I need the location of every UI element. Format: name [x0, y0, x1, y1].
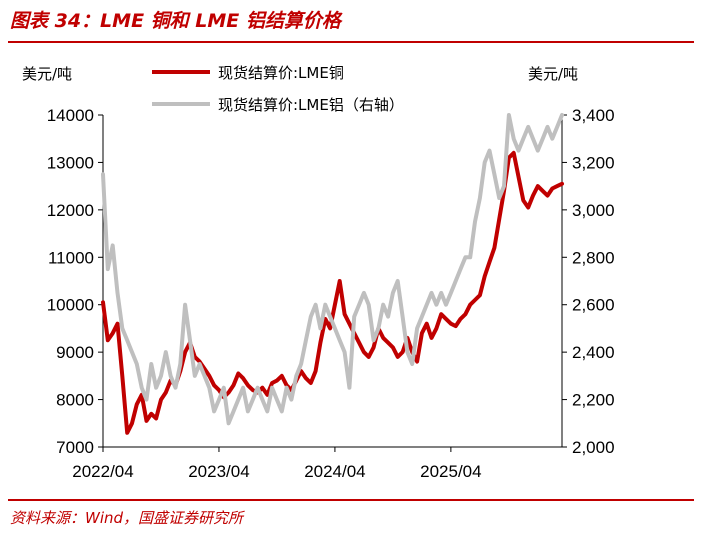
right-axis-unit: 美元/吨 — [528, 65, 578, 83]
right-tick-label: 2,200 — [572, 391, 615, 410]
left-tick-label: 11000 — [48, 248, 94, 267]
right-tick-label: 3,200 — [572, 153, 615, 172]
x-tick-label: 2024/04 — [304, 462, 365, 481]
left-axis-ticks: 7000 8000 9000 10000 11000 12000 13000 14000 — [47, 106, 103, 457]
x-tick-label: 2025/04 — [420, 462, 481, 481]
right-tick-label: 2,000 — [572, 438, 615, 457]
legend-label-aluminum: 现货结算价:LME铝（右轴） — [218, 96, 404, 114]
series-line-copper — [101, 150, 564, 435]
bottom-rule — [8, 499, 694, 501]
left-tick-label: 12000 — [47, 201, 94, 220]
series-line-aluminum — [101, 113, 564, 426]
top-rule — [8, 41, 694, 43]
figure-title: 图表 34：LME 铜和 LME 铝结算价格 — [10, 10, 341, 32]
series-layer — [101, 113, 564, 435]
right-tick-label: 2,400 — [572, 343, 615, 362]
x-tick-label: 2023/04 — [188, 462, 249, 481]
left-tick-label: 7000 — [56, 438, 94, 457]
right-tick-label: 3,000 — [572, 201, 615, 220]
right-tick-label: 2,800 — [572, 248, 615, 267]
source-note: 资料来源：Wind，国盛证券研究所 — [10, 509, 244, 527]
right-tick-label: 3,400 — [572, 106, 615, 125]
legend-label-copper: 现货结算价:LME铜 — [218, 64, 344, 82]
left-tick-label: 10000 — [47, 296, 94, 315]
left-tick-label: 14000 — [47, 106, 94, 125]
left-tick-label: 8000 — [56, 391, 94, 410]
plot-area — [102, 115, 563, 448]
right-tick-label: 2,600 — [572, 296, 615, 315]
left-tick-label: 9000 — [56, 343, 94, 362]
right-axis-ticks: 2,000 2,200 2,400 2,600 2,800 3,000 3,200 3,400 — [562, 106, 615, 457]
left-tick-label: 13000 — [47, 153, 94, 172]
x-axis-ticks: 2022/04 2023/04 2024/04 2025/04 — [72, 447, 482, 481]
left-axis-unit: 美元/吨 — [22, 65, 72, 83]
x-tick-label: 2022/04 — [72, 462, 133, 481]
legend: 现货结算价:LME铜 现货结算价:LME铝（右轴） — [152, 64, 404, 114]
